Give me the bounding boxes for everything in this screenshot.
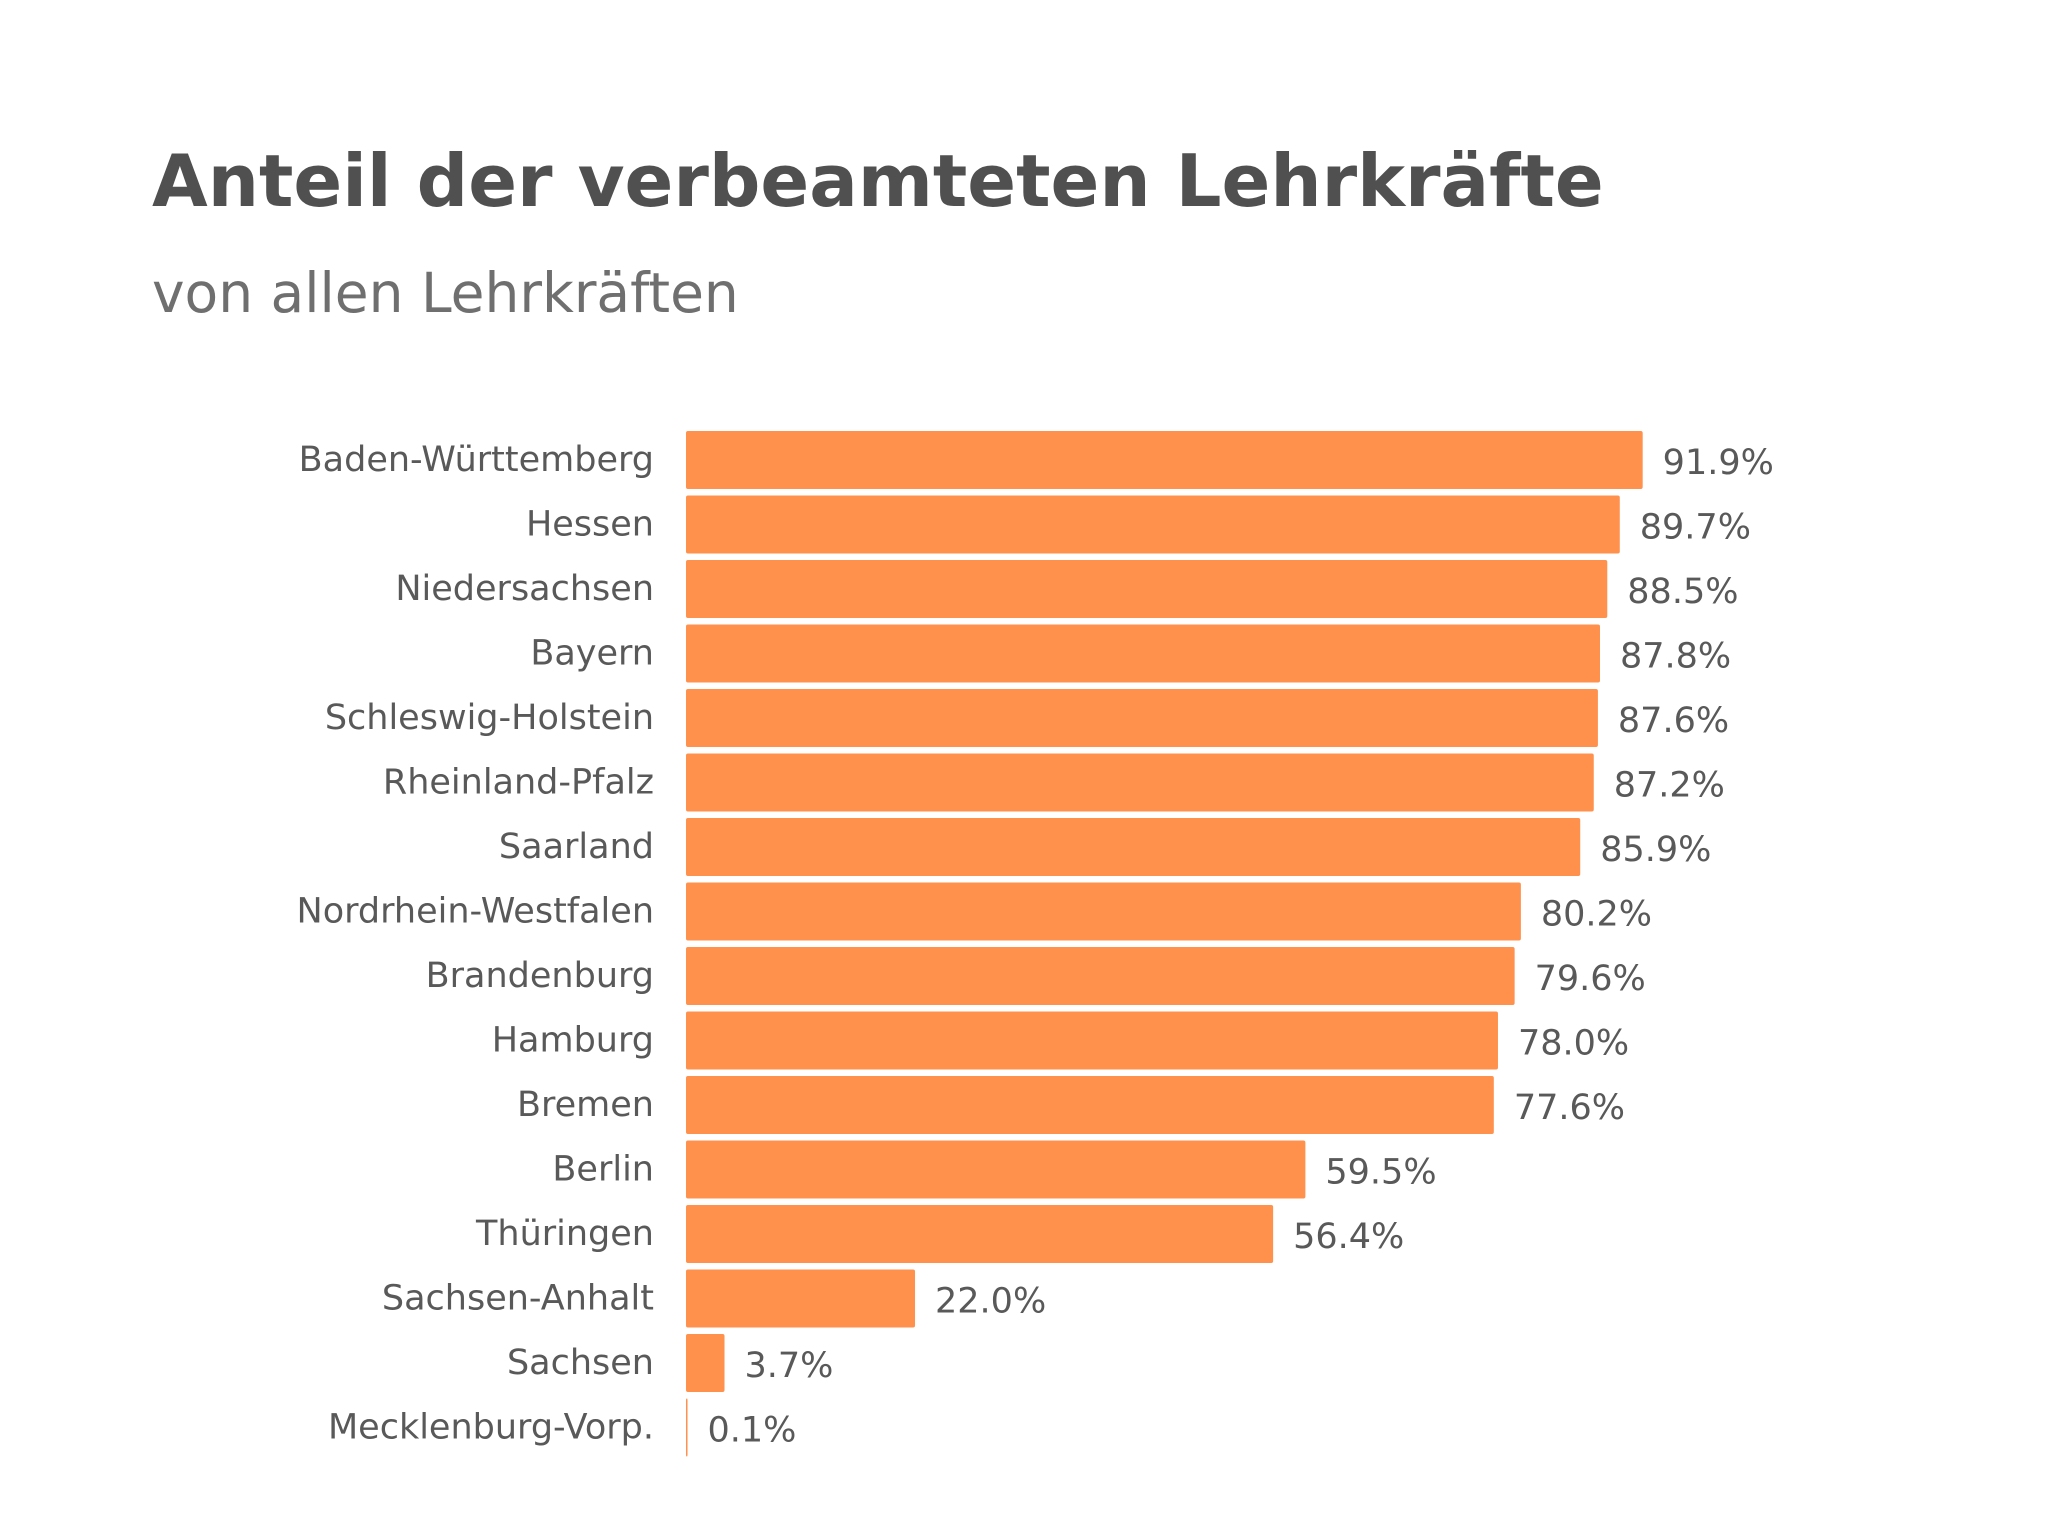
value-label-6: 85.9% xyxy=(1600,830,1711,870)
value-label-1: 89.7% xyxy=(1640,508,1751,548)
category-label-14: Sachsen xyxy=(507,1343,654,1383)
bar-12 xyxy=(686,1205,1274,1263)
category-label-4: Schleswig-Holstein xyxy=(325,698,654,738)
chart-title: Anteil der verbeamteten Lehrkräfte xyxy=(152,139,1604,223)
value-label-4: 87.6% xyxy=(1618,701,1729,741)
bar-10 xyxy=(686,1076,1494,1134)
bar-14 xyxy=(686,1334,725,1392)
chart-subtitle: von allen Lehrkräften xyxy=(152,261,739,325)
value-label-11: 59.5% xyxy=(1325,1153,1436,1193)
bar-1 xyxy=(686,495,1620,554)
category-label-7: Nordrhein-Westfalen xyxy=(297,892,654,932)
category-label-13: Sachsen-Anhalt xyxy=(382,1279,654,1319)
value-label-13: 22.0% xyxy=(935,1282,1046,1322)
bar-0 xyxy=(686,431,1643,489)
value-label-14: 3.7% xyxy=(745,1346,834,1386)
category-label-0: Baden-Württemberg xyxy=(299,440,654,480)
bar-8 xyxy=(686,947,1515,1005)
bar-11 xyxy=(686,1140,1306,1199)
category-label-8: Brandenburg xyxy=(426,956,654,996)
bar-4 xyxy=(686,689,1598,747)
category-label-10: Bremen xyxy=(517,1085,654,1125)
value-label-15: 0.1% xyxy=(708,1411,797,1451)
value-label-10: 77.6% xyxy=(1514,1088,1625,1128)
value-labels: 91.9% 89.7% 88.5% 87.8% 87.6% 87.2% 85.9% 80.2%… xyxy=(708,443,1774,1451)
category-label-3: Bayern xyxy=(530,634,654,674)
bar-7 xyxy=(686,882,1521,941)
category-label-2: Niedersachsen xyxy=(395,569,654,609)
value-label-7: 80.2% xyxy=(1541,895,1652,935)
category-label-12: Thüringen xyxy=(475,1214,654,1254)
value-label-0: 91.9% xyxy=(1663,443,1774,483)
bar-9 xyxy=(686,1011,1498,1070)
category-label-15: Mecklenburg-Vorp. xyxy=(328,1408,654,1448)
value-label-5: 87.2% xyxy=(1614,766,1725,806)
bar-15 xyxy=(686,1398,688,1457)
value-label-3: 87.8% xyxy=(1620,637,1731,677)
value-label-12: 56.4% xyxy=(1293,1217,1404,1257)
category-label-11: Berlin xyxy=(552,1150,654,1190)
category-labels: Baden-Württemberg Hessen Niedersachsen Baye… xyxy=(297,440,654,1448)
value-label-2: 88.5% xyxy=(1627,572,1738,612)
category-label-5: Rheinland-Pfalz xyxy=(383,763,654,803)
category-label-9: Hamburg xyxy=(492,1021,654,1061)
bar-5 xyxy=(686,753,1594,812)
category-label-6: Saarland xyxy=(499,827,654,867)
bar-13 xyxy=(686,1269,916,1328)
value-label-9: 78.0% xyxy=(1518,1024,1629,1064)
value-label-8: 79.6% xyxy=(1535,959,1646,999)
bar-6 xyxy=(686,818,1581,876)
bars xyxy=(686,431,1643,1457)
bar-3 xyxy=(686,624,1600,683)
bar-2 xyxy=(686,560,1608,618)
category-label-1: Hessen xyxy=(526,505,654,545)
